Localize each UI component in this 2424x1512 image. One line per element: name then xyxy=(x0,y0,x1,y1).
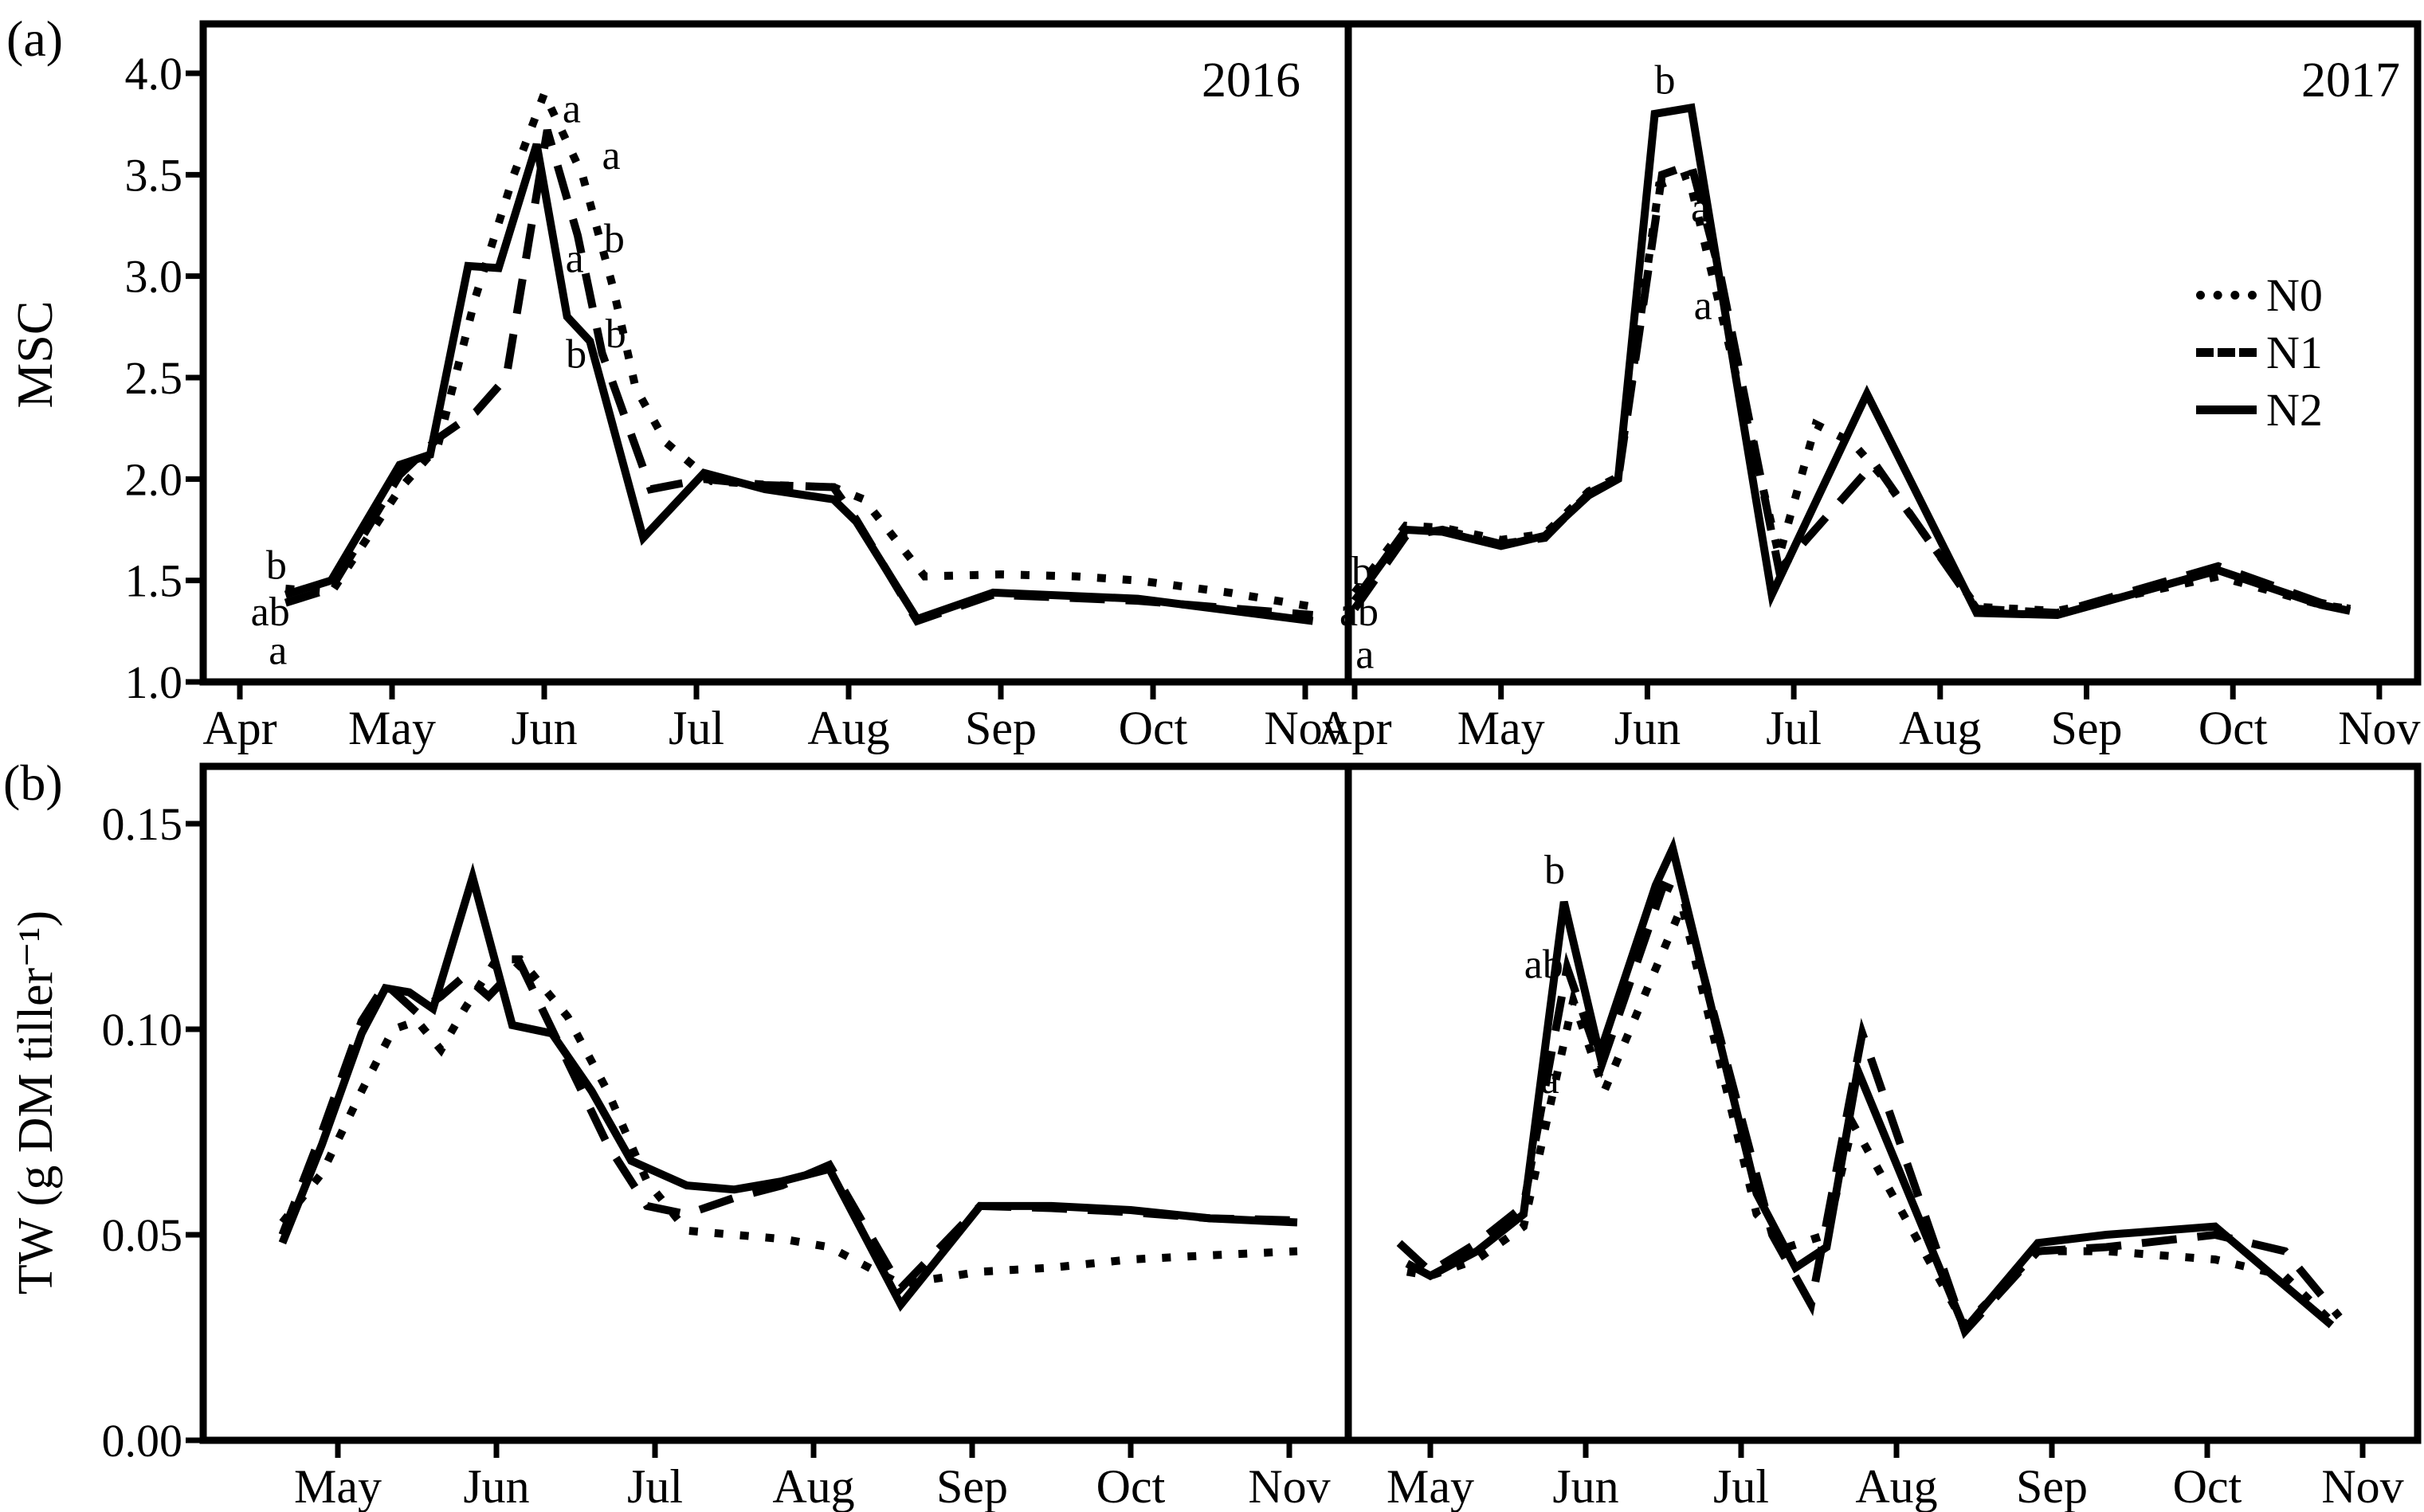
x-tick-label-Sep: Sep xyxy=(2051,702,2123,754)
legend-label-n0: N0 xyxy=(2266,268,2323,321)
y-tick-label-3.5: 3.5 xyxy=(125,149,183,201)
x-tick-label-May: May xyxy=(1457,702,1545,754)
x-tick-label-May: May xyxy=(294,1460,382,1512)
significance-letter: b xyxy=(604,216,625,261)
series-line-N1-tw-2017 xyxy=(1396,879,2343,1339)
significance-letter: a xyxy=(566,237,584,282)
significance-letter: a xyxy=(563,86,581,131)
series-line-N2-tw-2016 xyxy=(278,862,1298,1312)
y-tick-label-0.05: 0.05 xyxy=(102,1209,183,1261)
dotted-line-sample-icon xyxy=(2196,290,2257,300)
significance-letter: a xyxy=(1541,1057,1559,1103)
y-tick-label-2.0: 2.0 xyxy=(125,453,183,505)
x-tick-label-Jul: Jul xyxy=(1766,702,1822,754)
x-tick-label-Jul: Jul xyxy=(669,702,724,754)
series-line-N0-msc-2016 xyxy=(284,83,1314,611)
x-tick-label-Apr: Apr xyxy=(202,702,277,754)
legend-label-n1: N1 xyxy=(2266,326,2323,378)
legend: N0 N1 N2 xyxy=(2196,266,2323,438)
y-tick-label-2.5: 2.5 xyxy=(125,352,183,404)
x-tick-label-Apr: Apr xyxy=(1317,702,1391,754)
solid-line-sample-icon xyxy=(2196,405,2257,414)
series-line-N1-msc-2016 xyxy=(284,128,1314,626)
x-tick-label-Jun: Jun xyxy=(1614,702,1681,754)
x-tick-label-Aug: Aug xyxy=(807,702,889,754)
y-tick-label-0.00: 0.00 xyxy=(102,1415,183,1467)
x-tick-label-Jul: Jul xyxy=(1713,1460,1769,1512)
x-tick-label-Aug: Aug xyxy=(1899,702,1981,754)
x-tick-label-Oct: Oct xyxy=(2198,702,2268,754)
x-tick-label-Nov: Nov xyxy=(2321,1460,2403,1512)
x-tick-label-Nov: Nov xyxy=(1264,702,1346,754)
x-tick-label-Nov: Nov xyxy=(1248,1460,1330,1512)
significance-letter: ab xyxy=(1524,942,1563,987)
x-tick-label-Oct: Oct xyxy=(1119,702,1188,754)
panel-tw-2017: May Jun Jul Aug Sep Oct Nov b ab a xyxy=(1344,762,2422,1512)
x-tick-label-Aug: Aug xyxy=(1855,1460,1937,1512)
x-tick-label-May: May xyxy=(348,702,436,754)
x-tick-label-May: May xyxy=(1387,1460,1474,1512)
y-tick-label-1.0: 1.0 xyxy=(125,656,183,708)
axis-box-tw-2017 xyxy=(1344,762,2422,1444)
axis-box-msc-2017 xyxy=(1344,20,2422,686)
series-line-N2-msc-2016 xyxy=(284,143,1314,625)
x-tick-label-Jul: Jul xyxy=(627,1460,683,1512)
significance-letter: b xyxy=(566,331,586,377)
legend-row-n1: N1 xyxy=(2196,323,2323,381)
significance-letter: b xyxy=(1654,58,1675,104)
panel-a-label: (a) xyxy=(6,10,64,67)
panel-tw-2016: May Jun Jul Aug Sep Oct Nov 0.15 0.10 0.05 0.00 xyxy=(102,762,1352,1512)
x-tick-label-Sep: Sep xyxy=(936,1460,1008,1512)
significance-letter: ab xyxy=(1339,590,1379,635)
significance-letter: a xyxy=(1691,186,1709,231)
significance-letter: b xyxy=(1351,549,1372,594)
year-label-2016: 2016 xyxy=(1202,53,1300,108)
x-tick-label-Nov: Nov xyxy=(2338,702,2420,754)
x-tick-label-Jun: Jun xyxy=(511,702,577,754)
series-line-N1-tw-2016 xyxy=(278,956,1298,1295)
y-axis-title-msc: MSC xyxy=(6,300,63,409)
significance-letter: a xyxy=(1355,632,1374,677)
x-tick-label-Aug: Aug xyxy=(772,1460,854,1512)
legend-row-n0: N0 xyxy=(2196,266,2323,323)
dashed-line-sample-icon xyxy=(2196,347,2257,357)
significance-letter: b xyxy=(1544,848,1565,893)
significance-letter: b xyxy=(606,311,626,357)
significance-letter: ab xyxy=(251,590,290,635)
x-tick-label-Oct: Oct xyxy=(1096,1460,1166,1512)
y-tick-label-4.0: 4.0 xyxy=(125,48,183,100)
significance-letter: a xyxy=(1694,283,1712,328)
y-tick-label-0.15: 0.15 xyxy=(102,798,183,850)
x-tick-label-Jun: Jun xyxy=(1552,1460,1618,1512)
legend-label-n2: N2 xyxy=(2266,383,2323,436)
significance-letter: a xyxy=(602,133,620,178)
x-tick-label-Jun: Jun xyxy=(463,1460,529,1512)
series-line-N2-msc-2017 xyxy=(1351,103,2351,620)
significance-letter: a xyxy=(269,628,287,673)
year-label-2017: 2017 xyxy=(2301,53,2400,108)
panel-b-label: (b) xyxy=(3,754,63,811)
x-tick-label-Oct: Oct xyxy=(2173,1460,2242,1512)
significance-letter: b xyxy=(266,543,287,588)
x-tick-label-Sep: Sep xyxy=(965,702,1037,754)
y-axis-title-tw: TW (g DM tiller⁻¹) xyxy=(9,910,63,1295)
y-tick-label-0.10: 0.10 xyxy=(102,1004,183,1056)
legend-row-n2: N2 xyxy=(2196,381,2323,438)
series-line-N2-tw-2017 xyxy=(1405,836,2335,1338)
x-tick-label-Sep: Sep xyxy=(2016,1460,2088,1512)
y-tick-label-1.5: 1.5 xyxy=(125,555,183,607)
y-tick-label-3.0: 3.0 xyxy=(125,251,183,303)
series-line-N0-tw-2016 xyxy=(279,955,1298,1289)
axis-box-tw-2016 xyxy=(199,762,1352,1444)
panel-msc-2016: Apr May Jun Jul Aug Sep Oct Nov 4.0 3.5 3.0 2.5 2.0 1… xyxy=(125,20,1352,754)
